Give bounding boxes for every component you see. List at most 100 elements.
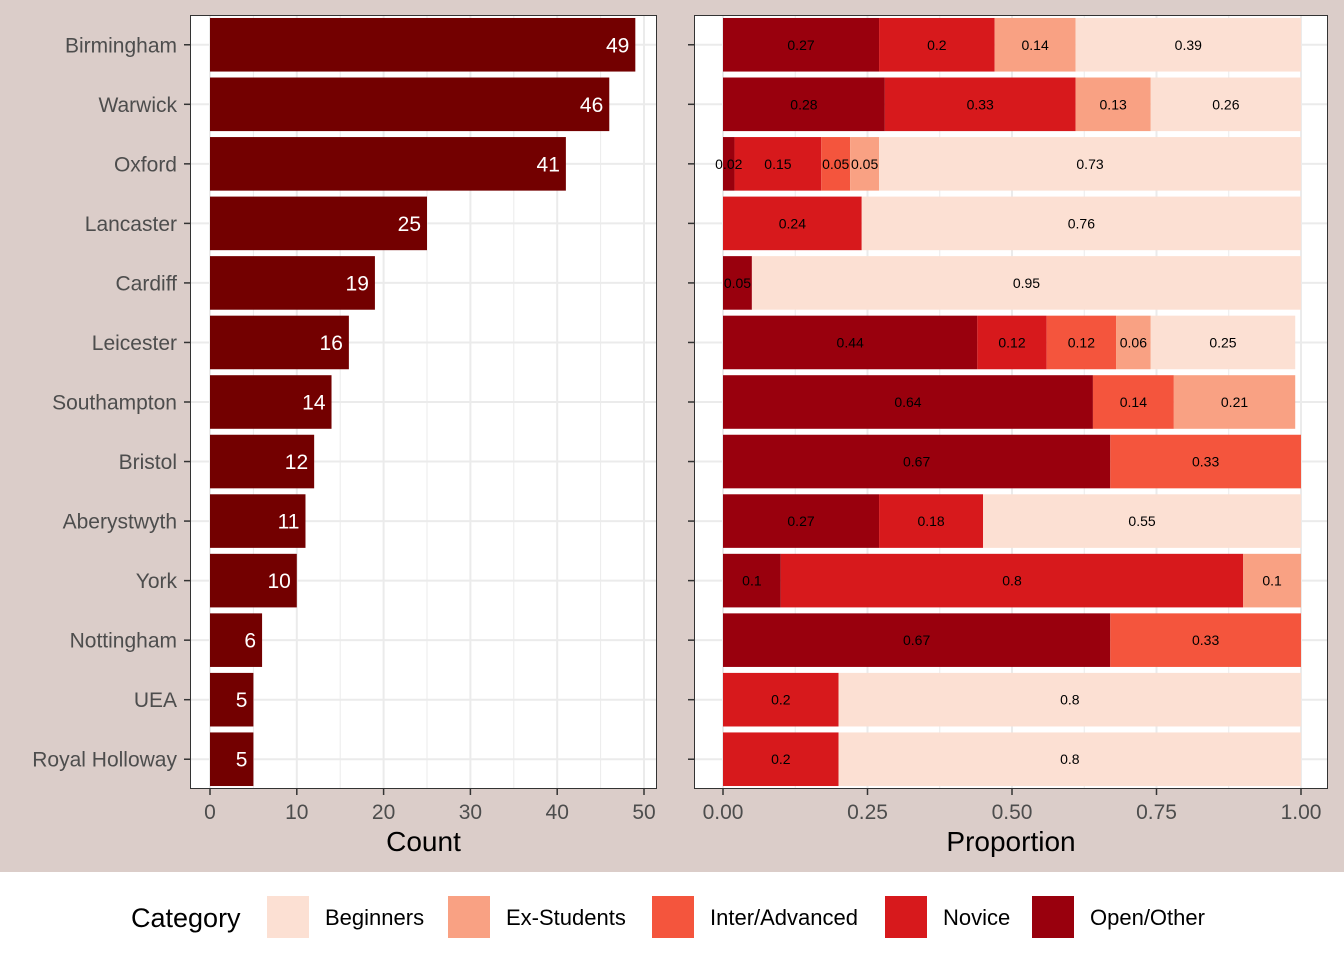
segment-leicester-open-other [723, 315, 978, 370]
count-bar-lancaster [210, 196, 427, 251]
count-bar-nottingham [210, 613, 263, 667]
legend-item-inter-advanced: Inter/Advanced [650, 894, 858, 940]
count-value-label: 12 [285, 451, 308, 474]
count-bar-birmingham [210, 17, 636, 72]
segment-york-open-other [723, 553, 781, 608]
legend: Category Beginners Ex-Students Inter/Advanc… [131, 894, 1205, 940]
segment-birmingham-ex-students [994, 17, 1076, 72]
segment-lancaster-novice [723, 196, 862, 251]
segment-value-label: 0.67 [903, 632, 930, 648]
x-tick-label: 30 [459, 801, 482, 824]
x-tick-label: 40 [546, 801, 569, 824]
segment-value-label: 0.95 [1013, 275, 1040, 291]
segment-york-ex-students [1243, 553, 1301, 608]
segment-value-label: 0.33 [967, 96, 994, 112]
count-x-axis: 0 10 20 30 40 50 [204, 789, 656, 824]
segment-value-label: 0.05 [851, 156, 878, 172]
y-tick-label: Leicester [92, 332, 177, 355]
segment-value-label: 0.27 [787, 37, 814, 53]
segment-value-label: 0.12 [998, 334, 1025, 350]
segment-value-label: 0.06 [1120, 334, 1147, 350]
legend-swatch [446, 894, 492, 940]
segment-value-label: 0.33 [1192, 454, 1219, 470]
count-value-label: 5 [236, 749, 248, 772]
legend-swatch [265, 894, 311, 940]
segment-value-label: 0.8 [1060, 751, 1080, 767]
count-value-label: 16 [320, 332, 343, 355]
segment-nottingham-open-other [723, 613, 1111, 667]
segment-value-label: 0.18 [917, 513, 944, 529]
segment-value-label: 0.67 [903, 454, 930, 470]
segment-uea-beginners [838, 672, 1301, 727]
segment-value-label: 0.73 [1076, 156, 1103, 172]
segment-oxford-beginners [879, 137, 1301, 191]
x-tick-label: 0.25 [847, 801, 888, 824]
segment-value-label: 0.39 [1175, 37, 1202, 53]
x-tick-label: 0.00 [703, 801, 744, 824]
count-value-label: 41 [537, 153, 560, 176]
segment-leicester-ex-students [1116, 315, 1151, 370]
segment-value-label: 0.14 [1021, 37, 1048, 53]
segment-aberystwyth-novice [879, 494, 984, 548]
y-tick-label: Southampton [52, 392, 177, 415]
count-bar-uea [210, 672, 254, 727]
segment-warwick-ex-students [1075, 77, 1151, 132]
y-tick-label: York [136, 570, 178, 593]
segment-southampton-open-other [723, 375, 1093, 429]
segment-value-label: 0.21 [1221, 394, 1248, 410]
proportion-x-axis: 0.00 0.25 0.50 0.75 1.00 [703, 789, 1321, 824]
legend-item-beginners: Beginners [265, 894, 424, 940]
proportion-y-axis [688, 44, 694, 760]
segment-york-novice [780, 553, 1244, 608]
segment-value-label: 0.28 [790, 96, 817, 112]
count-value-label: 14 [302, 392, 326, 415]
legend-label: Inter/Advanced [710, 905, 858, 930]
segment-uea-novice [723, 672, 839, 727]
y-tick-label: Nottingham [70, 630, 177, 653]
segment-value-label: 0.44 [837, 334, 864, 350]
segment-southampton-inter-advanced [1092, 375, 1174, 429]
proportion-labels: 0.27 0.2 0.14 0.39 0.28 0.33 0.13 0.26 0.02 0.15 0… [715, 37, 1282, 767]
segment-value-label: 0.55 [1128, 513, 1155, 529]
segment-leicester-inter-advanced [1046, 315, 1117, 370]
count-bar-southampton [210, 375, 332, 429]
segment-bristol-open-other [723, 434, 1111, 489]
x-tick-label: 10 [285, 801, 308, 824]
count-value-label: 6 [244, 630, 256, 653]
segment-leicester-novice [977, 315, 1047, 370]
count-value-label: 11 [278, 511, 300, 534]
count-bar-york [210, 553, 297, 608]
segment-oxford-inter-advanced [821, 137, 851, 191]
segment-value-label: 0.1 [742, 573, 762, 589]
legend-swatch [883, 894, 929, 940]
segment-value-label: 0.14 [1120, 394, 1147, 410]
segment-value-label: 0.2 [771, 692, 791, 708]
segment-value-label: 0.02 [715, 156, 742, 172]
count-y-axis: Birmingham Warwick Oxford Lancaster Cardiff L… [32, 34, 190, 772]
segment-lancaster-beginners [861, 196, 1301, 251]
segment-oxford-open-other [723, 137, 735, 191]
segment-oxford-ex-students [850, 137, 880, 191]
count-bar-oxford [210, 137, 566, 191]
legend-label: Novice [943, 905, 1010, 930]
proportion-axis-title: Proportion [946, 826, 1075, 857]
y-tick-label: Oxford [114, 153, 177, 176]
count-value-label: 10 [267, 570, 290, 593]
segment-value-label: 0.05 [822, 156, 849, 172]
x-tick-label: 0.50 [992, 801, 1033, 824]
segment-birmingham-novice [879, 17, 995, 72]
legend-label: Open/Other [1090, 905, 1205, 930]
legend-title: Category [131, 903, 241, 933]
segment-warwick-beginners [1150, 77, 1301, 132]
segment-value-label: 0.15 [764, 156, 791, 172]
segment-value-label: 0.76 [1068, 215, 1095, 231]
count-panel-border [190, 15, 657, 789]
segment-aberystwyth-open-other [723, 494, 880, 548]
segment-value-label: 0.27 [787, 513, 814, 529]
segment-oxford-novice [734, 137, 822, 191]
segment-value-label: 0.13 [1100, 96, 1127, 112]
x-tick-label: 0.75 [1136, 801, 1177, 824]
segment-value-label: 0.05 [724, 275, 751, 291]
y-tick-label: Cardiff [116, 272, 178, 295]
segment-value-label: 0.12 [1068, 334, 1095, 350]
